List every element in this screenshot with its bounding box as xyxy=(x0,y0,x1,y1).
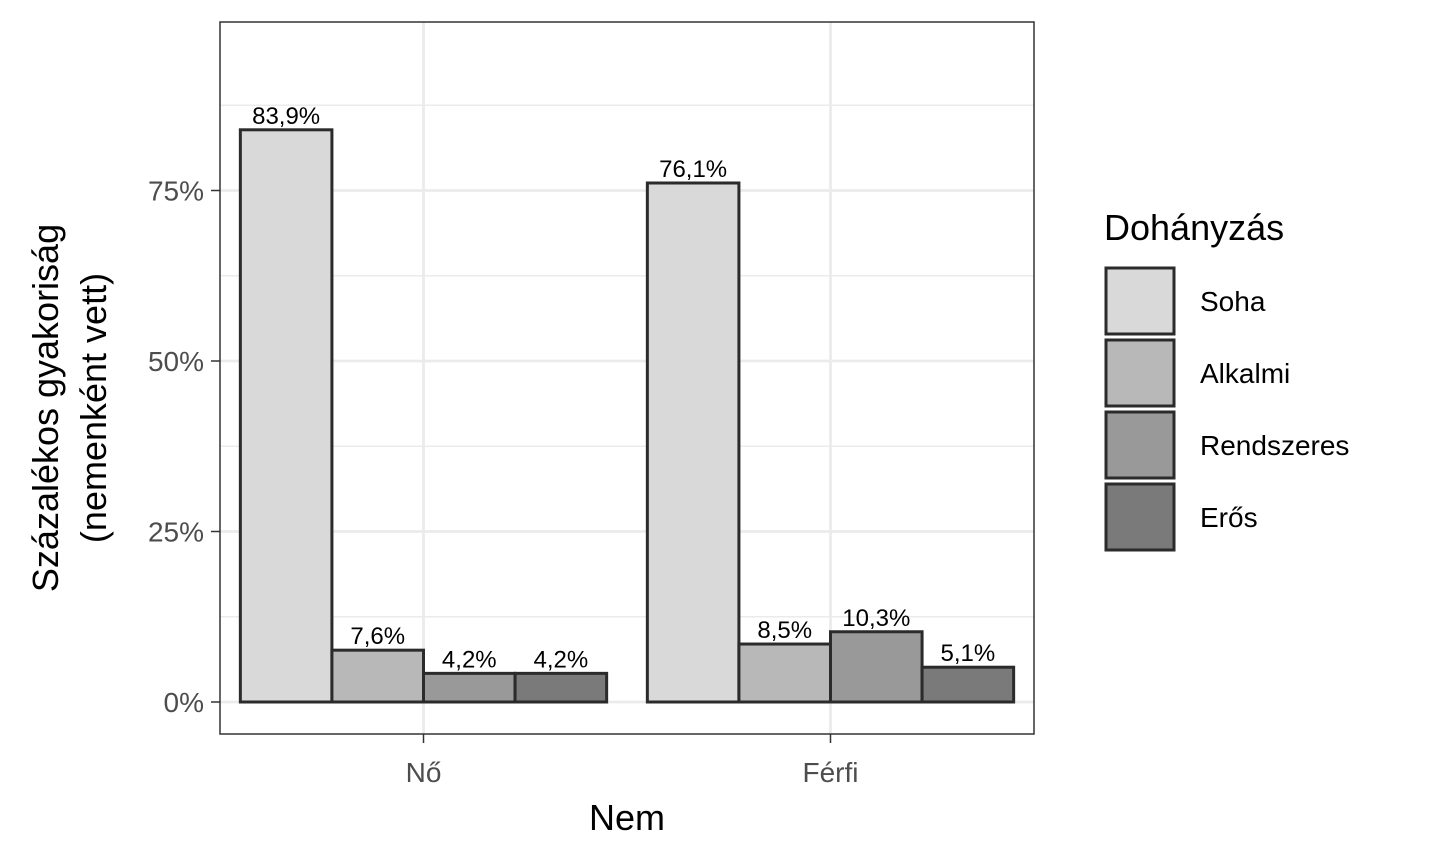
data-label: 76,1% xyxy=(659,156,727,183)
y-axis-title-line1: Százalékos gyakoriság xyxy=(25,224,66,592)
y-axis-title-line2: (nemenként vett) xyxy=(73,273,114,543)
bar xyxy=(920,665,1016,704)
bar xyxy=(238,128,334,704)
x-axis-title: Nem xyxy=(589,797,665,838)
legend-key xyxy=(1104,482,1176,552)
data-label: 7,6% xyxy=(350,623,405,650)
legend-key xyxy=(1104,338,1176,408)
legend-label: Soha xyxy=(1200,286,1266,317)
data-label: 4,2% xyxy=(442,646,497,673)
bar xyxy=(330,648,425,704)
legend-label: Alkalmi xyxy=(1200,358,1290,389)
y-tick-label: 25% xyxy=(148,517,204,548)
data-label: 5,1% xyxy=(941,640,996,667)
bar xyxy=(513,671,609,704)
bar xyxy=(829,630,924,704)
x-tick-label: Férfi xyxy=(803,757,859,788)
data-label: 4,2% xyxy=(534,646,589,673)
legend: Dohányzás Soha Alkalmi Rendszeres Erős xyxy=(1104,207,1349,552)
data-label: 8,5% xyxy=(757,617,812,644)
legend-label: Rendszeres xyxy=(1200,430,1349,461)
data-label: 10,3% xyxy=(842,605,910,632)
bars: 83,9% 7,6% 4,2% 4,2% 76,1% 8,5% 10,3% 5,1% xyxy=(238,103,1016,704)
data-label: 83,9% xyxy=(252,103,320,130)
y-tick-label: 75% xyxy=(148,176,204,207)
plot-panel-border xyxy=(219,21,1035,735)
bar xyxy=(645,181,741,704)
legend-title: Dohányzás xyxy=(1104,207,1284,248)
y-tick-label: 50% xyxy=(148,346,204,377)
legend-key xyxy=(1104,266,1176,336)
legend-key xyxy=(1104,410,1176,480)
grid-lines xyxy=(220,22,1034,734)
bar xyxy=(737,642,832,704)
x-tick-label: Nő xyxy=(406,757,442,788)
bar xyxy=(422,671,517,704)
legend-label: Erős xyxy=(1200,502,1258,533)
axes: 0% 25% 50% 75% Nő Férfi Nem Százalékos gyakoris… xyxy=(25,176,859,839)
y-tick-label: 0% xyxy=(164,687,204,718)
